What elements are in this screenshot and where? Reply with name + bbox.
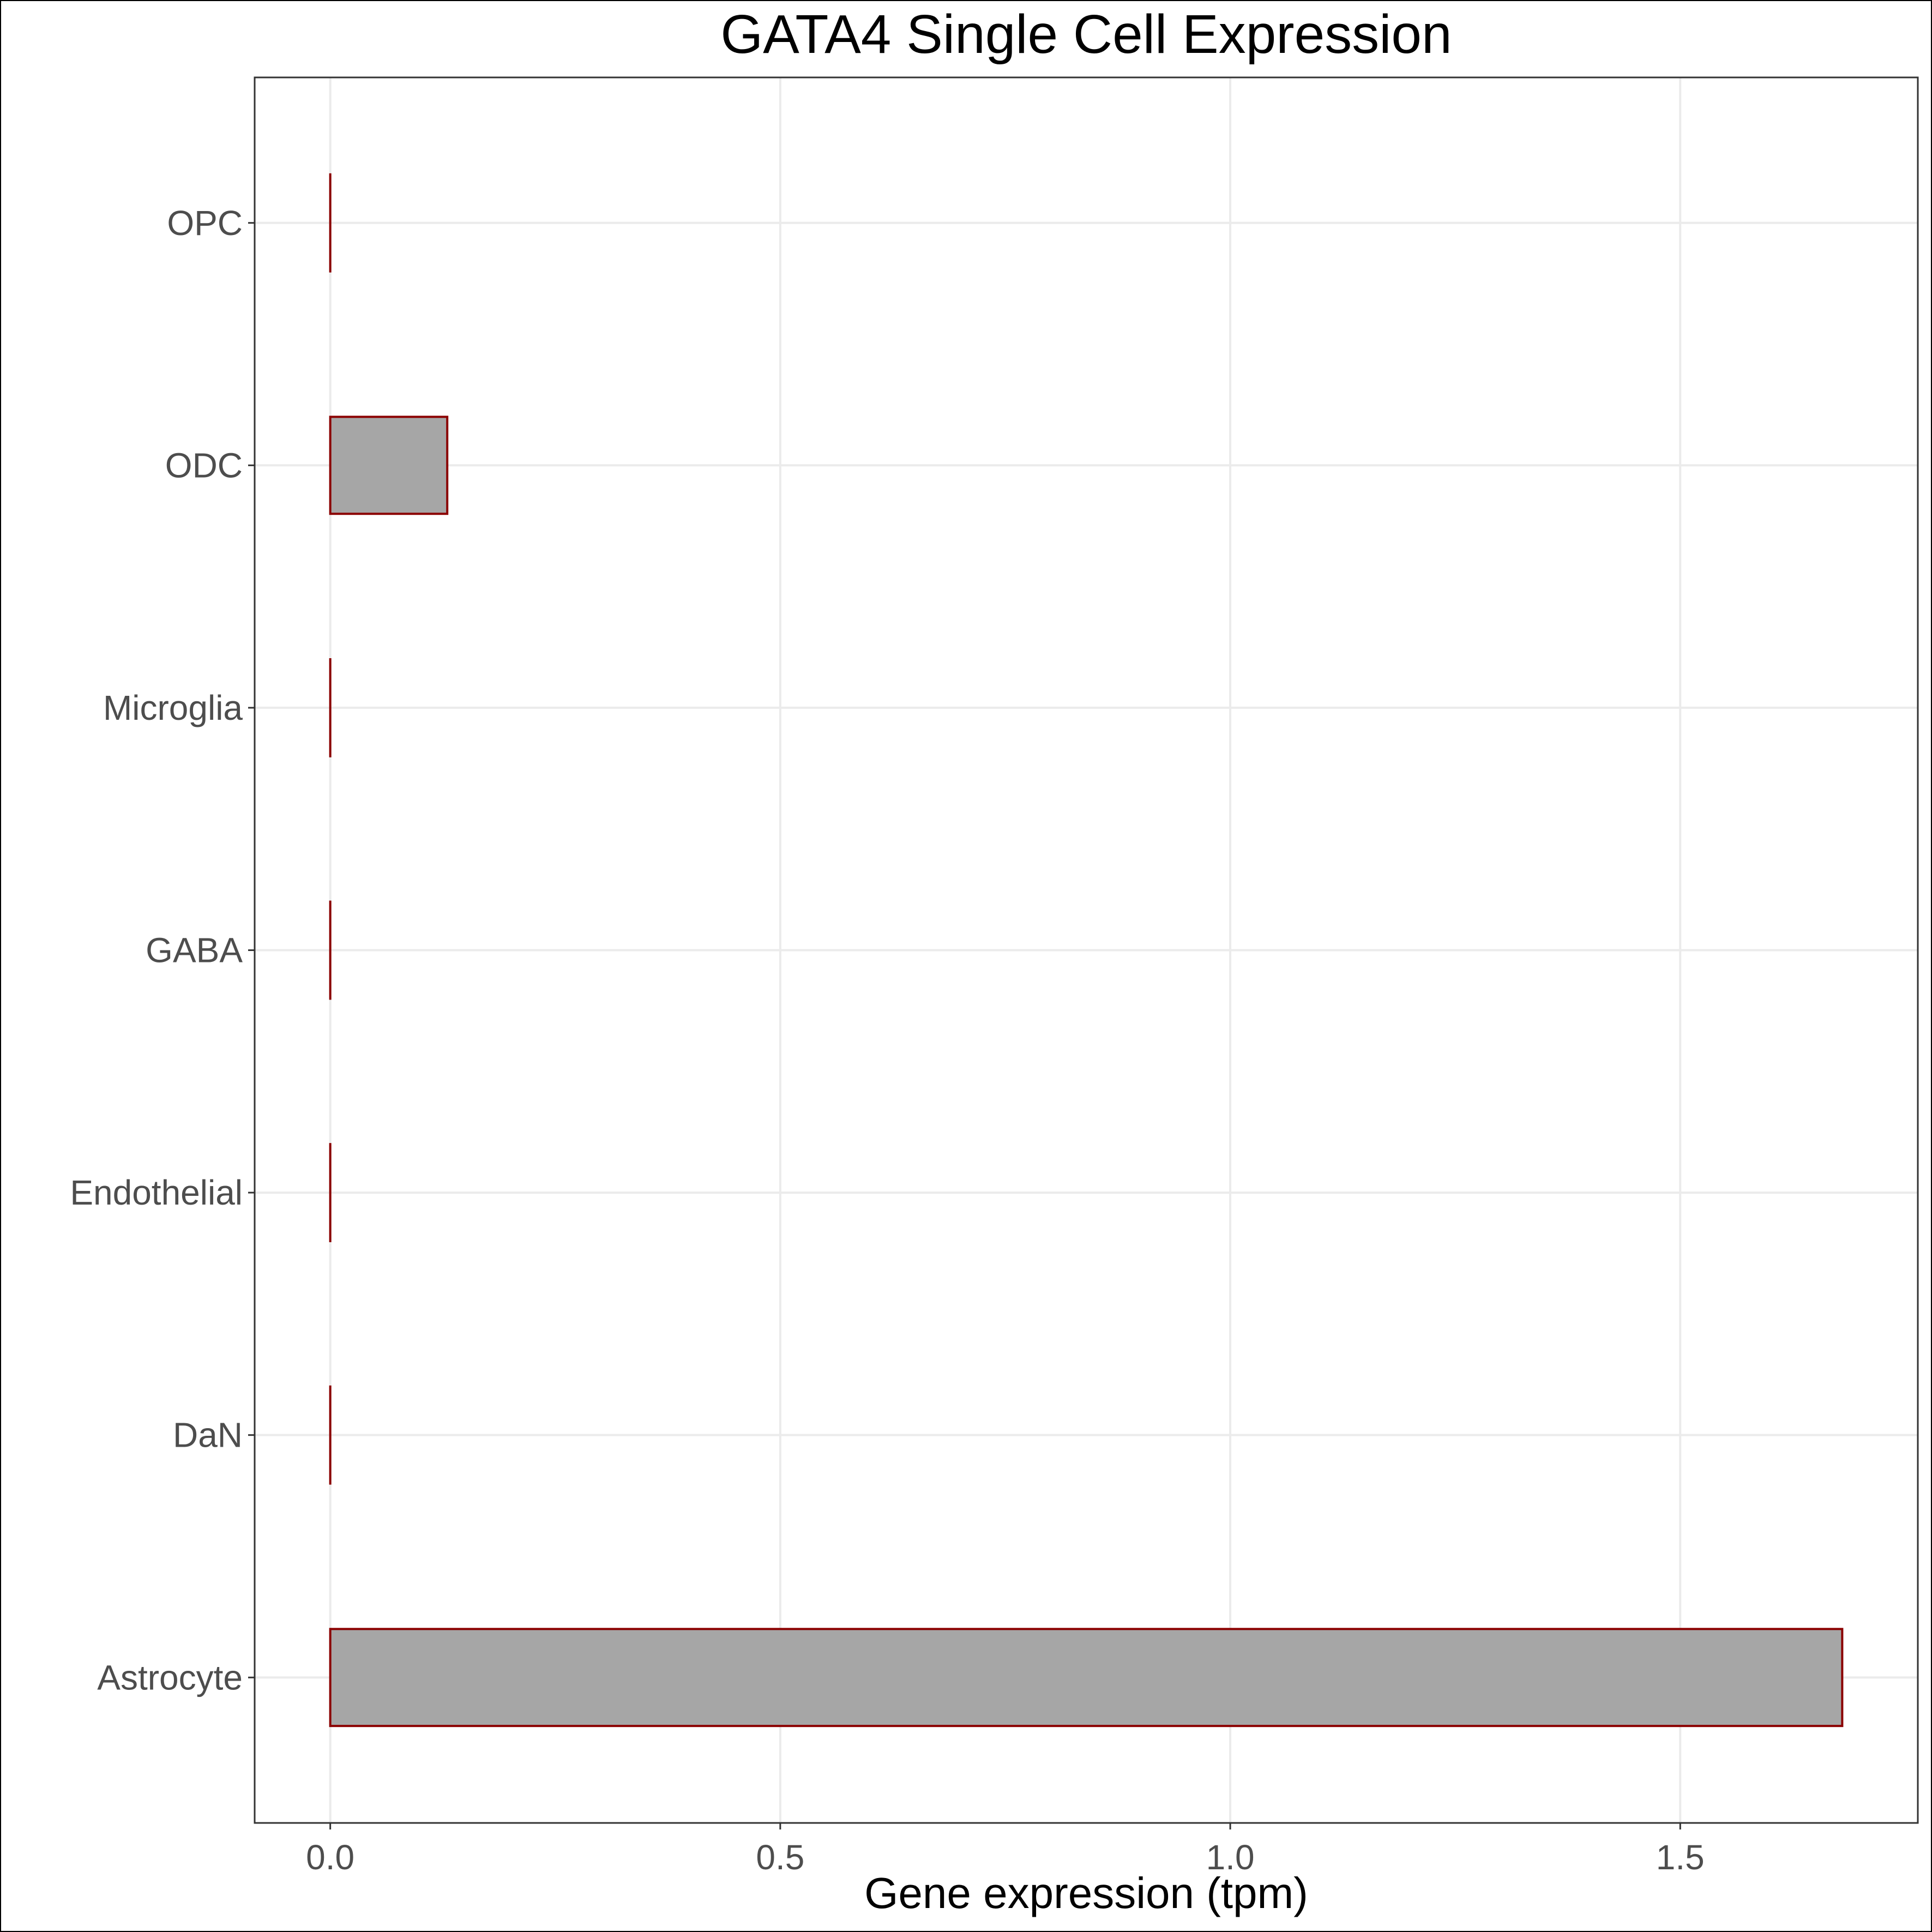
y-tick-label-dan: DaN: [173, 1416, 243, 1455]
y-tick-label-microglia: Microglia: [103, 688, 243, 727]
y-axis: Astrocyte DaN Endothelial GABA Microglia ODC O…: [70, 203, 255, 1697]
y-tick-label-endothelial: Endothelial: [70, 1173, 243, 1212]
y-tick-label-gaba: GABA: [146, 931, 243, 970]
y-tick-label-astrocyte: Astrocyte: [97, 1658, 243, 1697]
gridlines: [255, 77, 1918, 1823]
x-tick-label-0.5: 0.5: [756, 1838, 804, 1877]
y-tick-label-opc: OPC: [167, 203, 243, 243]
bars: [329, 173, 1844, 1728]
chart-title: GATA4 Single Cell Expression: [720, 4, 1452, 65]
x-tick-label-0.0: 0.0: [306, 1838, 354, 1877]
bar-astrocyte: [329, 1628, 1844, 1728]
x-tick-label-1.5: 1.5: [1656, 1838, 1705, 1877]
bar-odc: [329, 416, 449, 515]
x-tick-label-1.0: 1.0: [1206, 1838, 1255, 1877]
x-axis: 0.0 0.5 1.0 1.5: [306, 1823, 1705, 1877]
y-tick-label-odc: ODC: [165, 446, 243, 485]
x-axis-title: Gene expression (tpm): [864, 1869, 1308, 1917]
